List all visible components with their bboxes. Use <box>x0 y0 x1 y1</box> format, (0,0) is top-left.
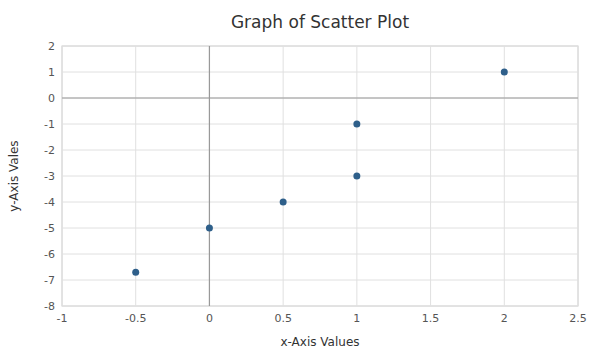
y-tick-label: -6 <box>44 248 55 261</box>
x-tick-label: 2 <box>501 312 508 325</box>
grid-line-y <box>62 72 578 73</box>
y-tick-label: -8 <box>44 300 55 313</box>
scatter-point <box>501 69 508 76</box>
grid-line-y <box>62 124 578 125</box>
y-tick-label: -5 <box>44 222 55 235</box>
y-tick-label: 0 <box>48 92 55 105</box>
y-tick-label: -7 <box>44 274 55 287</box>
y-tick-label: -2 <box>44 144 55 157</box>
grid-line-x <box>209 46 210 306</box>
scatter-point <box>132 269 139 276</box>
x-tick-label: 0.5 <box>274 312 292 325</box>
grid-line-y <box>62 228 578 229</box>
scatter-point <box>353 121 360 128</box>
x-tick-label: 0 <box>206 312 213 325</box>
y-tick-label: 1 <box>48 66 55 79</box>
chart: -1 -0.5 0 0.5 1 1.5 2 2.5 -8 -7 -6 -5 -4 -3 -2 -1 0 1 2 Gra… <box>0 0 600 358</box>
scatter-point <box>353 173 360 180</box>
x-tick-label: 1 <box>353 312 360 325</box>
x-tick-label: -0.5 <box>125 312 146 325</box>
chart-container: -1 -0.5 0 0.5 1 1.5 2 2.5 -8 -7 -6 -5 -4 -3 -2 -1 0 1 2 Gra… <box>0 0 600 358</box>
grid <box>62 46 578 306</box>
y-axis-line <box>209 46 210 306</box>
points <box>132 69 508 276</box>
grid-line-y <box>62 150 578 151</box>
x-tick-label: 2.5 <box>569 312 587 325</box>
y-tick-label: 2 <box>48 40 55 53</box>
grid-line-y <box>62 306 578 307</box>
x-tick-label: 1.5 <box>422 312 440 325</box>
grid-line-y <box>62 176 578 177</box>
title: Graph of Scatter Plot <box>231 12 409 32</box>
grid-line-y <box>62 46 578 47</box>
grid-line-y <box>62 202 578 203</box>
x-axis-line <box>62 97 578 98</box>
grid-line-y <box>62 254 578 255</box>
grid-line-y <box>62 280 578 281</box>
y-tick-label: -1 <box>44 118 55 131</box>
x-tick-label: -1 <box>57 312 68 325</box>
y-tick-label: -3 <box>44 170 55 183</box>
plot-frame <box>62 46 578 306</box>
tick-labels: -1 -0.5 0 0.5 1 1.5 2 2.5 -8 -7 -6 -5 -4 -3 -2 -1 0 1 2 <box>44 40 587 325</box>
scatter-point <box>206 225 213 232</box>
grid-line-y <box>62 98 578 99</box>
y-tick-label: -4 <box>44 196 55 209</box>
x-axis-label: x-Axis Values <box>280 335 359 349</box>
y-axis-label: y-Axis Vales <box>7 140 21 211</box>
scatter-point <box>280 199 287 206</box>
